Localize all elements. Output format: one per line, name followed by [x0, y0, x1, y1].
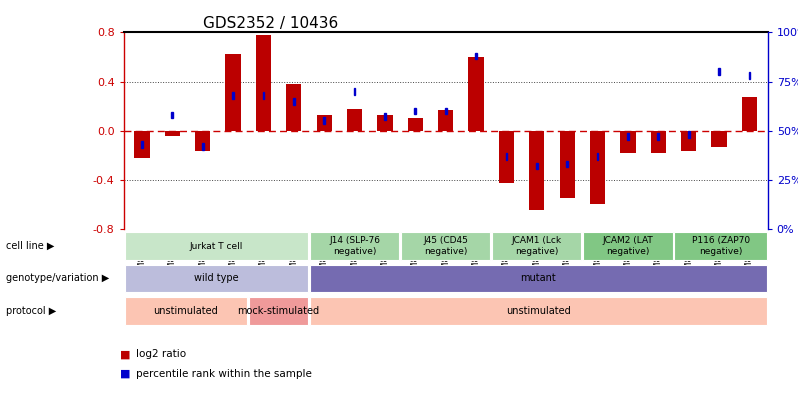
FancyBboxPatch shape — [249, 297, 308, 324]
Bar — [438, 110, 453, 130]
Text: JCAM1 (Lck
negative): JCAM1 (Lck negative) — [512, 237, 562, 256]
Bar — [476, 53, 477, 60]
Bar — [468, 57, 484, 130]
Bar — [597, 153, 598, 160]
Bar — [263, 92, 264, 99]
Text: ■: ■ — [120, 350, 130, 359]
Text: J45 (CD45
negative): J45 (CD45 negative) — [423, 237, 468, 256]
FancyBboxPatch shape — [674, 232, 767, 260]
Bar — [681, 130, 697, 151]
Bar — [627, 133, 629, 140]
Bar — [620, 130, 635, 153]
FancyBboxPatch shape — [124, 232, 308, 260]
Bar — [141, 141, 143, 148]
FancyBboxPatch shape — [124, 297, 247, 324]
FancyBboxPatch shape — [310, 265, 767, 292]
Text: log2 ratio: log2 ratio — [136, 350, 186, 359]
FancyBboxPatch shape — [401, 232, 490, 260]
Bar — [742, 98, 757, 130]
Bar — [529, 130, 544, 211]
Text: cell line ▶: cell line ▶ — [6, 241, 55, 251]
Bar — [536, 162, 538, 169]
Bar — [226, 55, 241, 130]
Text: protocol ▶: protocol ▶ — [6, 306, 57, 316]
Bar — [293, 98, 294, 104]
Text: mock-stimulated: mock-stimulated — [238, 306, 320, 316]
FancyBboxPatch shape — [583, 232, 673, 260]
Bar — [384, 113, 385, 120]
Bar — [749, 72, 750, 79]
Text: percentile rank within the sample: percentile rank within the sample — [136, 369, 311, 379]
Bar — [377, 115, 393, 130]
Bar — [408, 118, 423, 130]
Text: J14 (SLP-76
negative): J14 (SLP-76 negative) — [329, 237, 380, 256]
Text: unstimulated: unstimulated — [153, 306, 219, 316]
FancyBboxPatch shape — [492, 232, 582, 260]
Bar — [286, 84, 302, 130]
Text: JCAM2 (LAT
negative): JCAM2 (LAT negative) — [602, 237, 654, 256]
Bar — [567, 161, 568, 167]
FancyBboxPatch shape — [124, 265, 308, 292]
Bar — [134, 130, 149, 158]
Bar — [499, 130, 514, 183]
Bar — [658, 133, 659, 140]
Bar — [317, 115, 332, 130]
Bar — [164, 130, 180, 136]
Bar — [559, 130, 575, 198]
Text: genotype/variation ▶: genotype/variation ▶ — [6, 273, 109, 283]
Text: wild type: wild type — [194, 273, 239, 283]
Text: unstimulated: unstimulated — [506, 306, 571, 316]
Bar — [354, 88, 355, 95]
Bar — [590, 130, 605, 204]
Text: P116 (ZAP70
negative): P116 (ZAP70 negative) — [692, 237, 749, 256]
Bar — [650, 130, 666, 153]
Bar — [232, 92, 234, 99]
Bar — [172, 111, 173, 118]
Bar — [506, 153, 508, 160]
Text: mutant: mutant — [520, 273, 556, 283]
Bar — [195, 130, 210, 151]
Bar — [202, 143, 203, 150]
Bar — [323, 117, 325, 124]
Bar — [414, 108, 416, 114]
FancyBboxPatch shape — [310, 297, 767, 324]
Bar — [718, 68, 720, 75]
Bar — [347, 109, 362, 130]
Bar — [712, 130, 727, 147]
FancyBboxPatch shape — [310, 232, 399, 260]
Bar — [444, 108, 447, 114]
Text: Jurkat T cell: Jurkat T cell — [190, 241, 243, 251]
Bar — [256, 35, 271, 130]
Bar — [688, 131, 689, 138]
Text: GDS2352 / 10436: GDS2352 / 10436 — [203, 16, 338, 31]
Text: ■: ■ — [120, 369, 130, 379]
